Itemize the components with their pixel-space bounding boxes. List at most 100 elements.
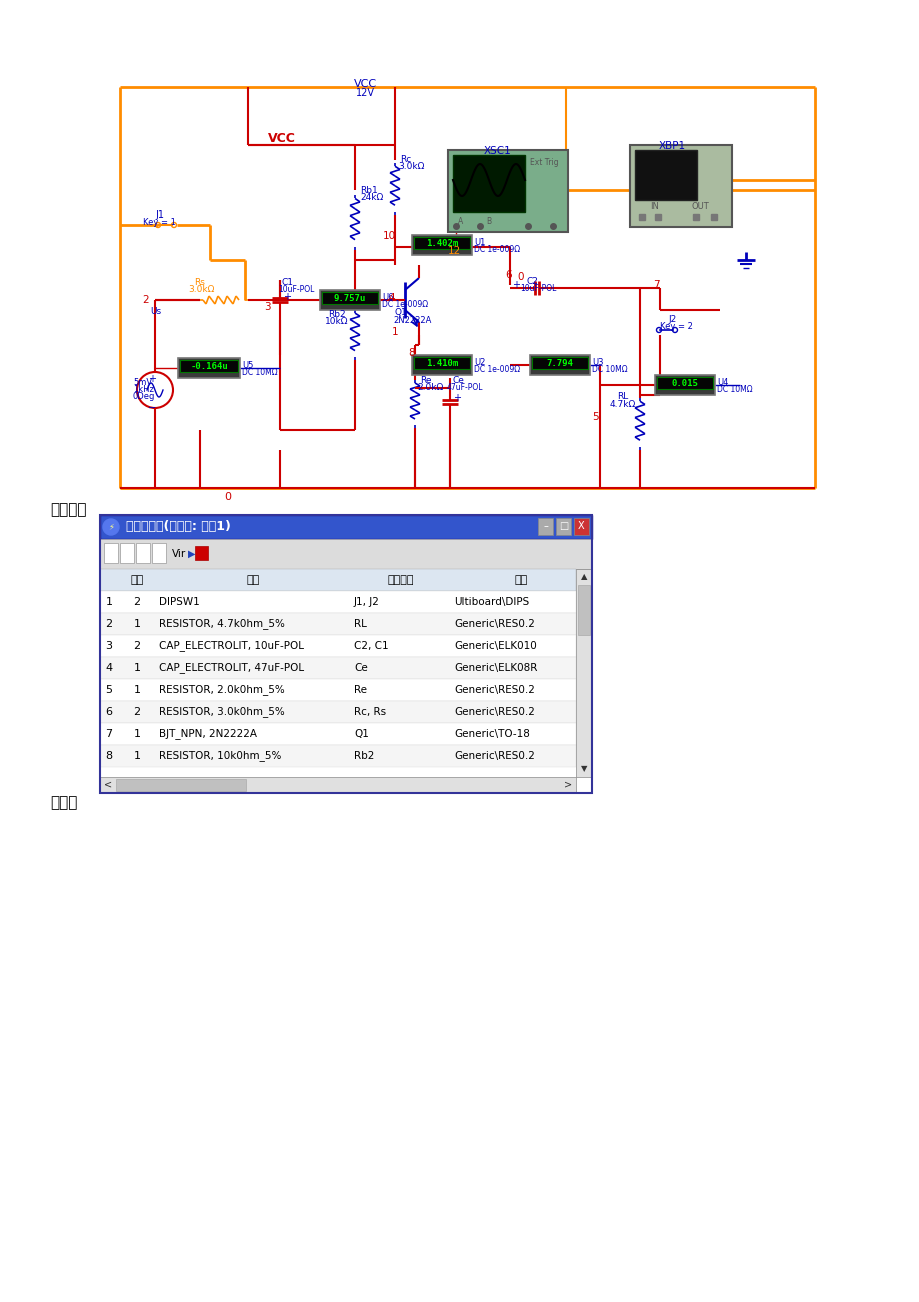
Text: 材料单视图(从文件: 电路1): 材料单视图(从文件: 电路1) bbox=[126, 521, 231, 534]
Text: 10uF-POL: 10uF-POL bbox=[519, 284, 556, 293]
Text: 1: 1 bbox=[133, 618, 141, 629]
Text: J1, J2: J1, J2 bbox=[354, 598, 380, 607]
Text: ▼: ▼ bbox=[580, 764, 586, 773]
Bar bbox=[100, 658, 575, 680]
Text: XBP1: XBP1 bbox=[658, 141, 685, 151]
Bar bbox=[100, 745, 575, 767]
Text: 7: 7 bbox=[106, 729, 112, 740]
Text: Key = 2: Key = 2 bbox=[659, 322, 692, 331]
Text: 12V: 12V bbox=[355, 89, 374, 98]
Text: 2: 2 bbox=[133, 641, 141, 651]
Text: −: − bbox=[148, 404, 156, 413]
Text: Q1: Q1 bbox=[394, 309, 407, 316]
Bar bbox=[195, 546, 208, 560]
Bar bbox=[448, 150, 567, 232]
Text: 波形图: 波形图 bbox=[50, 796, 77, 810]
Text: Rb1: Rb1 bbox=[359, 186, 378, 195]
Bar bbox=[577, 585, 589, 635]
Text: 4: 4 bbox=[106, 663, 112, 673]
Text: 5: 5 bbox=[591, 411, 598, 422]
Bar bbox=[100, 539, 591, 569]
Text: 3.0kΩ: 3.0kΩ bbox=[187, 285, 214, 294]
Text: U6: U6 bbox=[381, 293, 393, 302]
Text: 封装: 封装 bbox=[514, 575, 528, 585]
Bar bbox=[412, 355, 471, 375]
Text: 7: 7 bbox=[652, 280, 659, 290]
Text: DC 1e-009Ω: DC 1e-009Ω bbox=[473, 365, 519, 374]
Bar bbox=[100, 777, 575, 793]
Bar bbox=[152, 543, 165, 562]
Text: RESISTOR, 2.0k0hm_5%: RESISTOR, 2.0k0hm_5% bbox=[159, 685, 285, 695]
Text: DC 10MΩ: DC 10MΩ bbox=[591, 365, 627, 374]
Bar bbox=[414, 237, 470, 249]
Text: 4.7kΩ: 4.7kΩ bbox=[609, 400, 636, 409]
Bar bbox=[104, 543, 118, 562]
Bar bbox=[531, 357, 587, 368]
Text: Rs: Rs bbox=[194, 279, 205, 286]
Text: Vir: Vir bbox=[172, 549, 186, 559]
Text: 10: 10 bbox=[382, 230, 396, 241]
Text: 8: 8 bbox=[407, 348, 414, 358]
Bar bbox=[320, 290, 380, 310]
Text: 2N2222A: 2N2222A bbox=[392, 316, 431, 326]
Text: U1: U1 bbox=[473, 238, 485, 247]
Bar bbox=[100, 723, 575, 745]
Bar bbox=[100, 700, 575, 723]
Text: Generic\TO-18: Generic\TO-18 bbox=[453, 729, 529, 740]
Text: Generic\ELK08R: Generic\ELK08R bbox=[453, 663, 537, 673]
Text: DIPSW1: DIPSW1 bbox=[159, 598, 199, 607]
Text: □: □ bbox=[558, 521, 568, 531]
Bar bbox=[100, 591, 575, 613]
Text: 6: 6 bbox=[505, 270, 511, 280]
Text: 1.410m: 1.410m bbox=[425, 359, 458, 368]
Text: 1: 1 bbox=[133, 751, 141, 760]
Bar bbox=[630, 145, 732, 227]
Text: VCC: VCC bbox=[267, 132, 296, 145]
Text: RL: RL bbox=[617, 392, 628, 401]
Text: Q1: Q1 bbox=[354, 729, 369, 740]
Text: 材料清单: 材料清单 bbox=[50, 503, 86, 517]
Bar bbox=[654, 375, 714, 395]
Text: Rb2: Rb2 bbox=[354, 751, 374, 760]
Text: CAP_ELECTROLIT, 47uF-POL: CAP_ELECTROLIT, 47uF-POL bbox=[159, 663, 304, 673]
Bar bbox=[529, 355, 589, 375]
Text: C2, C1: C2, C1 bbox=[354, 641, 388, 651]
Circle shape bbox=[103, 519, 119, 535]
Text: 1: 1 bbox=[133, 663, 141, 673]
Text: >: > bbox=[563, 780, 572, 790]
Text: 1: 1 bbox=[133, 729, 141, 740]
Text: 参考标识: 参考标识 bbox=[387, 575, 414, 585]
Text: Re: Re bbox=[354, 685, 367, 695]
Text: Ultiboard\DIPS: Ultiboard\DIPS bbox=[453, 598, 528, 607]
Text: A: A bbox=[458, 217, 463, 227]
Text: 描述: 描述 bbox=[246, 575, 260, 585]
Text: 3: 3 bbox=[106, 641, 112, 651]
Text: 0.015: 0.015 bbox=[671, 379, 698, 388]
Bar bbox=[100, 569, 575, 591]
Text: -0.164u: -0.164u bbox=[190, 362, 228, 371]
Bar bbox=[452, 155, 525, 212]
Text: DC 1e-009Ω: DC 1e-009Ω bbox=[473, 245, 519, 254]
Bar bbox=[555, 518, 571, 535]
Text: XSC1: XSC1 bbox=[483, 146, 511, 156]
Text: Rc, Rs: Rc, Rs bbox=[354, 707, 386, 717]
Text: DC 1e-009Ω: DC 1e-009Ω bbox=[381, 299, 427, 309]
Text: Ce: Ce bbox=[452, 376, 464, 385]
Text: RESISTOR, 4.7k0hm_5%: RESISTOR, 4.7k0hm_5% bbox=[159, 618, 285, 629]
Text: DC 10MΩ: DC 10MΩ bbox=[242, 368, 278, 378]
Text: B: B bbox=[485, 217, 491, 227]
Text: +: + bbox=[512, 280, 519, 290]
Bar bbox=[116, 779, 245, 792]
Text: Generic\ELK010: Generic\ELK010 bbox=[453, 641, 536, 651]
Text: RESISTOR, 10k0hm_5%: RESISTOR, 10k0hm_5% bbox=[159, 750, 281, 762]
Text: 2: 2 bbox=[142, 296, 149, 305]
Bar bbox=[573, 518, 588, 535]
Text: 1: 1 bbox=[133, 685, 141, 695]
Bar bbox=[119, 543, 134, 562]
Text: 1: 1 bbox=[106, 598, 112, 607]
Text: 4: 4 bbox=[388, 293, 394, 303]
Text: C2: C2 bbox=[527, 277, 539, 286]
Text: Re: Re bbox=[420, 376, 431, 385]
Text: 1: 1 bbox=[391, 327, 398, 337]
Text: Key = 1: Key = 1 bbox=[142, 217, 176, 227]
